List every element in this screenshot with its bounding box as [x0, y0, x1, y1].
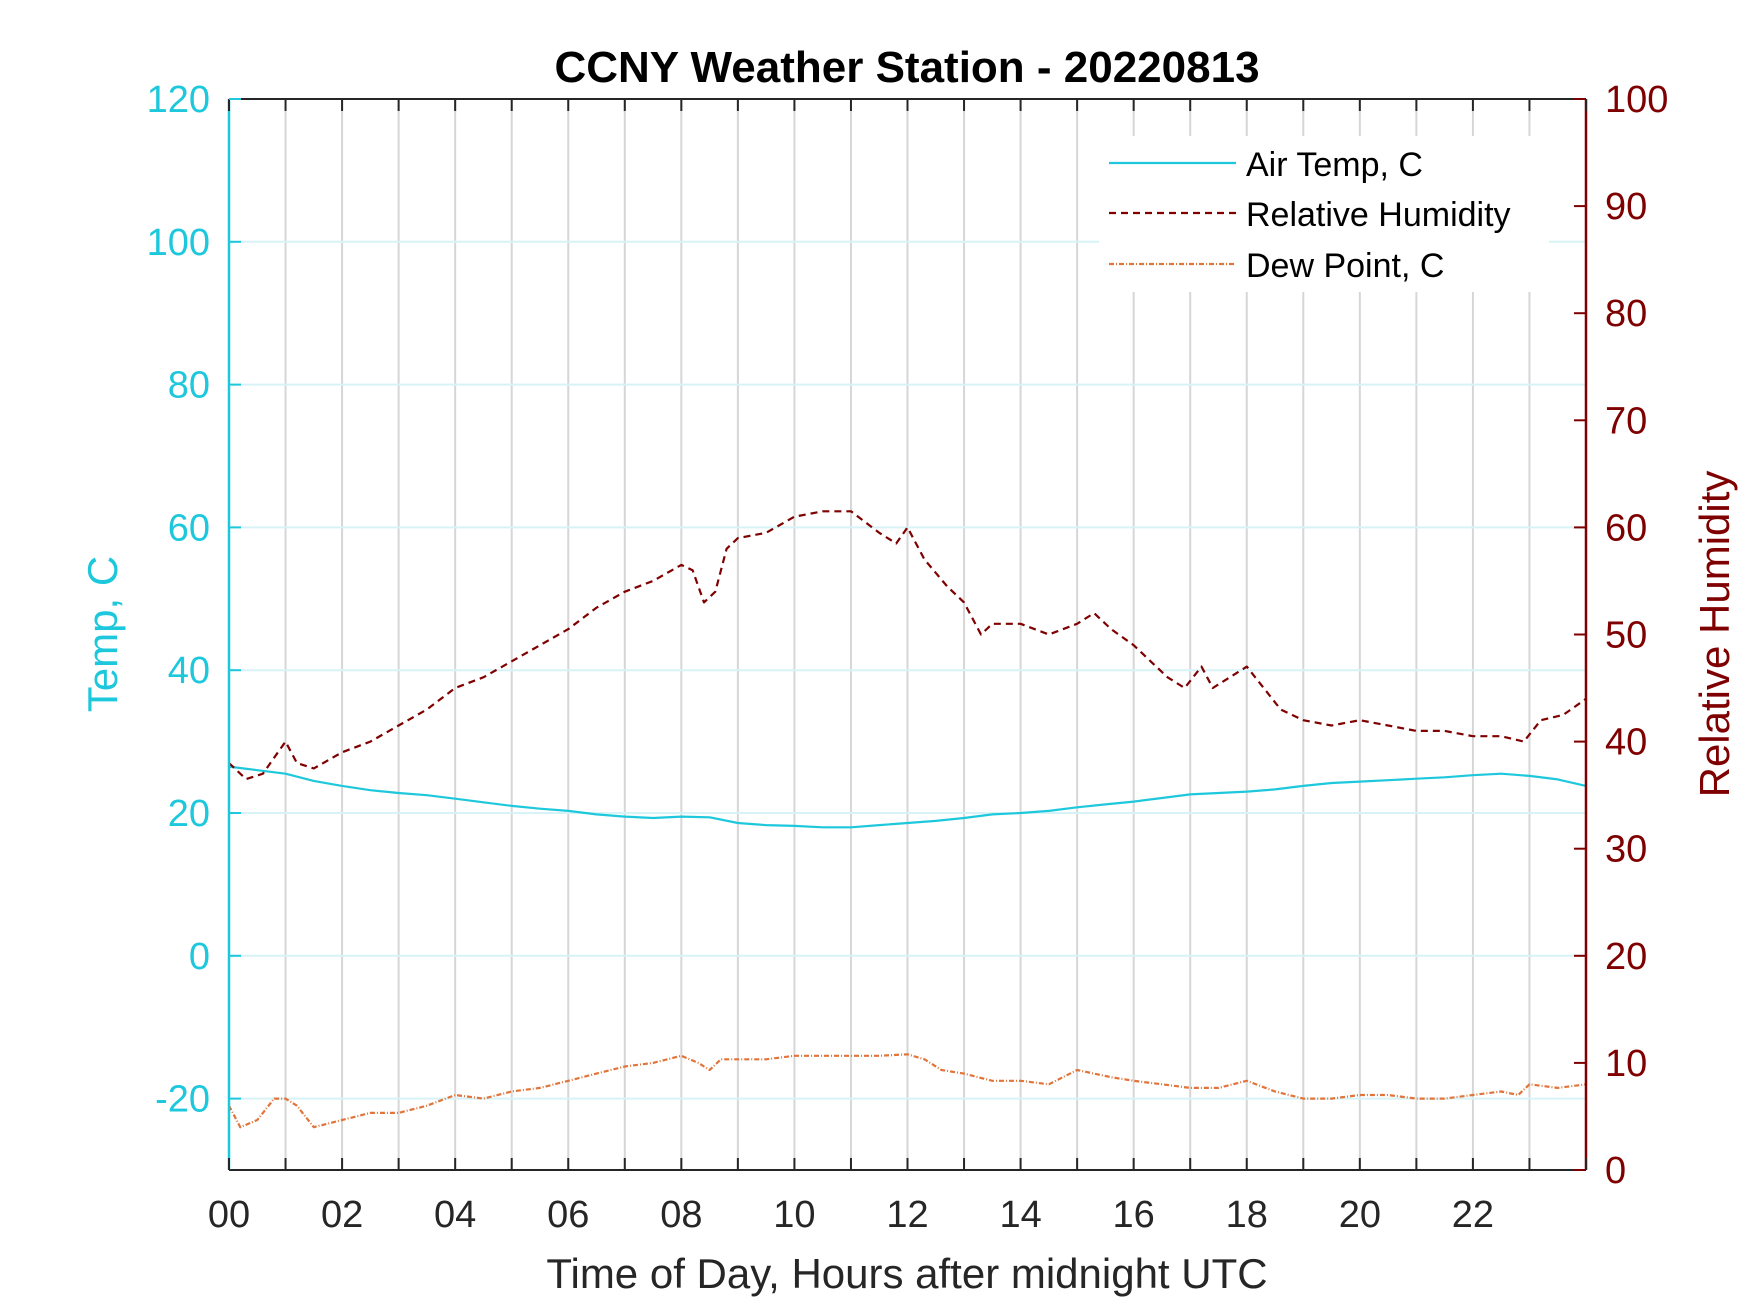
series-layer [228, 510, 1587, 1129]
legend-label-relative-humidity: Relative Humidity [1246, 196, 1511, 234]
x-tick-label: 04 [434, 1194, 476, 1236]
y-right-tick-label: 70 [1605, 400, 1647, 442]
y-right-tick-label: 40 [1605, 722, 1647, 764]
x-tick-label: 00 [208, 1194, 250, 1236]
x-tick-label: 20 [1339, 1194, 1381, 1236]
y-left-tick-label: 20 [168, 793, 210, 835]
y-left-tick-label: -20 [155, 1079, 210, 1121]
legend-label-air-temp: Air Temp, C [1246, 146, 1423, 184]
x-tick-label: 02 [321, 1194, 363, 1236]
y-left-tick-label: 0 [189, 936, 210, 978]
y-right-tick-label: 10 [1605, 1043, 1647, 1085]
x-tick-label: 12 [886, 1194, 928, 1236]
y-right-tick-label: 20 [1605, 936, 1647, 978]
ticks-layer: 00 02 04 06 08 10 12 14 16 18 20 22-200204060801001… [147, 79, 1669, 1236]
legend-label-dew-point: Dew Point, C [1246, 247, 1444, 285]
y-right-tick-label: 50 [1605, 615, 1647, 657]
series-line-dew-point-c [228, 1053, 1587, 1129]
x-axis-label: Time of Day, Hours after midnight UTC [546, 1250, 1267, 1297]
y-right-tick-label: 90 [1605, 186, 1647, 228]
legend: Air Temp, C Relative Humidity Dew Point,… [1099, 136, 1549, 292]
chart-title: CCNY Weather Station - 20220813 [554, 43, 1259, 92]
y-left-tick-label: 80 [168, 365, 210, 407]
y-left-tick-label: 120 [147, 79, 210, 121]
y-axis-label-right: Relative Humidity [1691, 471, 1738, 798]
y-left-tick-label: 40 [168, 650, 210, 692]
grid-layer [229, 99, 1586, 1170]
y-right-tick-label: 80 [1605, 293, 1647, 335]
y-right-tick-label: 0 [1605, 1150, 1626, 1192]
x-tick-label: 22 [1452, 1194, 1494, 1236]
series-line-air-temp-c [228, 765, 1587, 829]
x-tick-label: 18 [1226, 1194, 1268, 1236]
x-tick-label: 16 [1113, 1194, 1155, 1236]
y-left-tick-label: 100 [147, 222, 210, 264]
x-tick-label: 14 [999, 1194, 1041, 1236]
x-tick-label: 08 [660, 1194, 702, 1236]
y-right-tick-label: 100 [1605, 79, 1668, 121]
y-right-tick-label: 60 [1605, 507, 1647, 549]
x-tick-label: 06 [547, 1194, 589, 1236]
y-axis-label-left: Temp, C [79, 556, 126, 712]
x-tick-label: 10 [773, 1194, 815, 1236]
y-right-tick-label: 30 [1605, 829, 1647, 871]
y-left-tick-label: 60 [168, 507, 210, 549]
